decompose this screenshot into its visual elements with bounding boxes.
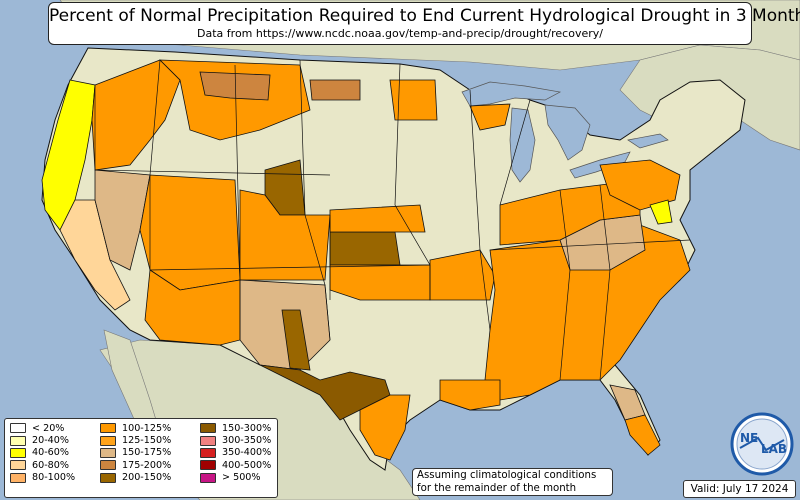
logo-text-left: NE	[740, 431, 758, 445]
logo-text-right: LAB	[761, 442, 787, 456]
note-line-1: Assuming climatological conditions	[417, 470, 597, 481]
legend-label: 200-150%	[122, 472, 172, 484]
legend-item: 150-175%	[100, 447, 171, 459]
lake-michigan	[509, 107, 536, 183]
legend-column-2: 100-125% 125-150% 150-175% 175-200% 200-150%	[100, 422, 171, 484]
legend: < 20% 20-40% 40-60% 60-80% 80-100% 100-125% 1…	[4, 418, 278, 498]
state-borders	[94, 59, 691, 381]
legend-item: 175-200%	[100, 459, 171, 471]
legend-swatch	[10, 447, 26, 458]
region-100-125-southeast	[484, 224, 691, 401]
legend-label: 20-40%	[32, 435, 69, 447]
legend-item: 125-150%	[100, 434, 171, 446]
legend-label: 400-500%	[222, 459, 272, 471]
legend-label: 175-200%	[122, 459, 172, 471]
legend-item: > 500%	[200, 472, 271, 484]
legend-swatch	[200, 460, 216, 471]
region-100-125-ohio	[499, 179, 641, 246]
legend-swatch	[10, 435, 26, 446]
legend-column-3: 150-300% 300-350% 350-400% 400-500% > 500%	[200, 422, 271, 484]
legend-item: 60-80%	[10, 459, 75, 471]
region-100-125-oklahoma	[329, 264, 431, 301]
legend-label: 100-125%	[122, 422, 172, 434]
legend-label: 150-300%	[222, 422, 272, 434]
legend-swatch	[200, 435, 216, 446]
map-title: Percent of Normal Precipitation Required…	[49, 6, 800, 26]
legend-item: 100-125%	[100, 422, 171, 434]
legend-item: 300-350%	[200, 434, 271, 446]
legend-item: < 20%	[10, 422, 75, 434]
region-60-80-california	[59, 199, 131, 311]
lake-ontario	[627, 133, 669, 149]
valid-date-label: Valid: July 17 2024	[683, 480, 796, 498]
region-200-250-kansas	[329, 231, 401, 266]
region-100-125-northeast	[599, 159, 681, 211]
map-subtitle: Data from https://www.ncdc.noaa.gov/temp…	[197, 27, 603, 40]
legend-column-1: < 20% 20-40% 40-60% 60-80% 80-100%	[10, 422, 75, 484]
legend-item: 20-40%	[10, 434, 75, 446]
region-100-125-arizona	[144, 269, 241, 346]
note-line-2: for the remainder of the month	[417, 483, 577, 494]
legend-swatch	[200, 423, 216, 434]
region-100-125-northdakota	[389, 79, 438, 121]
legend-label: 40-60%	[32, 447, 69, 459]
region-100-125-michigan	[469, 103, 511, 131]
nexlab-logo: NE LAB	[730, 412, 794, 476]
region-100-125-texas-coast	[359, 394, 411, 461]
legend-label: 350-400%	[222, 447, 272, 459]
legend-label: 300-350%	[222, 435, 272, 447]
region-100-125-utah	[139, 174, 241, 291]
legend-label: > 500%	[222, 472, 261, 484]
lake-huron	[544, 104, 591, 161]
title-box: Percent of Normal Precipitation Required…	[48, 2, 800, 45]
legend-item: 200-150%	[100, 472, 171, 484]
legend-swatch	[100, 447, 116, 458]
region-200-250-texas-west	[281, 309, 311, 371]
region-40-60-midatlantic	[649, 199, 673, 225]
legend-label: 125-150%	[122, 435, 172, 447]
region-100-125-florida-s	[624, 414, 661, 456]
legend-item: 80-100%	[10, 472, 75, 484]
region-175-200-nd	[309, 79, 361, 101]
legend-swatch	[200, 472, 216, 483]
legend-item: 40-60%	[10, 447, 75, 459]
legend-swatch	[10, 460, 26, 471]
legend-swatch	[10, 423, 26, 434]
legend-item: 350-400%	[200, 447, 271, 459]
region-100-125-gulf	[439, 379, 501, 411]
legend-label: < 20%	[32, 422, 65, 434]
legend-item: 150-300%	[200, 422, 271, 434]
legend-swatch	[200, 447, 216, 458]
region-175-200-montana	[199, 71, 271, 101]
legend-swatch	[100, 435, 116, 446]
region-100-125-plains	[329, 204, 426, 233]
legend-label: 150-175%	[122, 447, 172, 459]
legend-label: 80-100%	[32, 472, 76, 484]
legend-swatch	[100, 460, 116, 471]
legend-label: 60-80%	[32, 459, 69, 471]
legend-item: 400-500%	[200, 459, 271, 471]
assumption-note: Assuming climatological conditions for t…	[412, 468, 613, 496]
legend-swatch	[100, 472, 116, 483]
region-100-125-montana	[158, 59, 311, 141]
legend-swatch	[100, 423, 116, 434]
legend-swatch	[10, 472, 26, 483]
